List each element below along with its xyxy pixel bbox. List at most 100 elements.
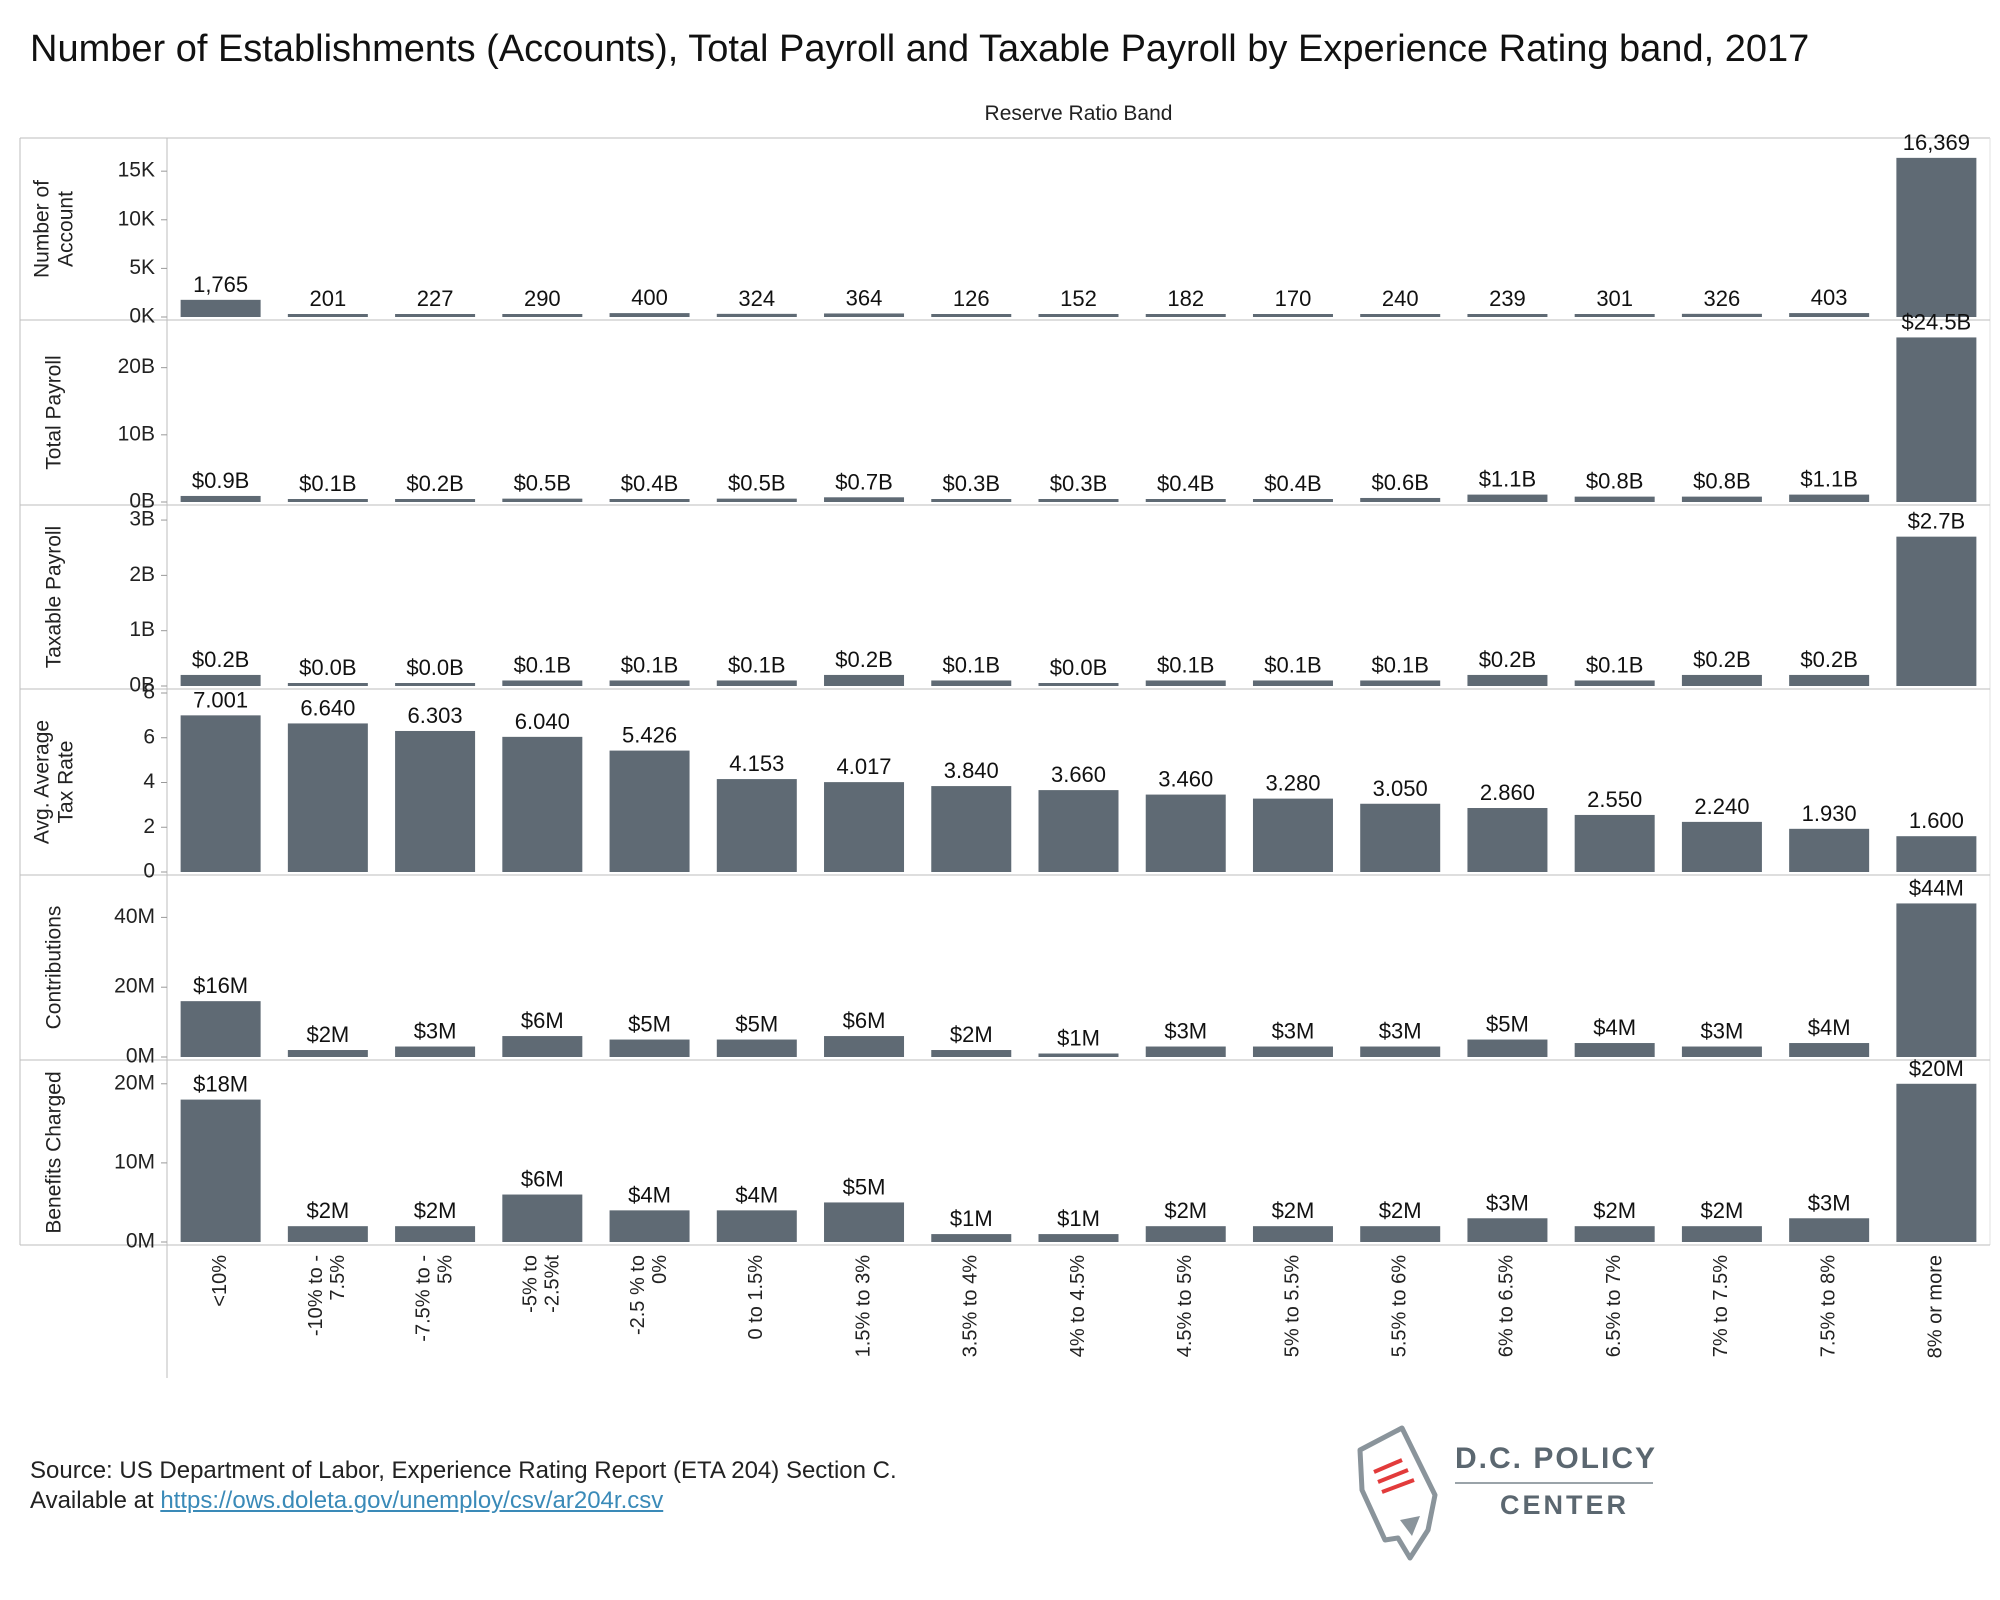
dc-policy-center-logo: D.C. POLICY CENTER	[1340, 1420, 1670, 1570]
data-label: 326	[1704, 286, 1741, 311]
bar	[1145, 680, 1226, 686]
bar	[502, 314, 583, 317]
bar	[824, 782, 905, 872]
data-url-link[interactable]: https://ows.doleta.gov/unemploy/csv/ar20…	[160, 1487, 664, 1514]
bar	[609, 750, 690, 872]
bar	[1467, 494, 1548, 502]
data-label: $2M	[1164, 1198, 1207, 1223]
bar	[1574, 314, 1655, 317]
bar	[287, 723, 368, 872]
y-tick-label: 2B	[129, 563, 155, 586]
bar	[1252, 798, 1333, 872]
bar	[824, 674, 905, 686]
data-label: $5M	[843, 1174, 886, 1199]
y-tick-label: 0	[143, 860, 155, 883]
data-label: 3.660	[1051, 762, 1106, 787]
category-label: 8% or more	[1925, 1255, 1947, 1358]
data-label: $2M	[306, 1022, 349, 1047]
data-label: $2M	[1701, 1198, 1744, 1223]
bar	[1789, 313, 1870, 317]
data-label: $2M	[1272, 1198, 1315, 1223]
bar	[502, 1194, 583, 1242]
y-tick-label: 15K	[118, 159, 155, 182]
bar	[1467, 1039, 1548, 1057]
data-label: $0.8B	[1693, 469, 1751, 494]
y-tick-label: 0B	[129, 490, 155, 513]
data-label: $2M	[414, 1198, 457, 1223]
category-label: -10% to -	[305, 1255, 327, 1336]
data-label: 1,765	[193, 272, 248, 297]
y-tick-label: 10K	[118, 207, 155, 230]
y-tick-label: 0M	[126, 1045, 155, 1068]
bar	[1360, 1046, 1441, 1057]
bar	[716, 313, 797, 317]
data-label: $0.1B	[621, 652, 679, 677]
bar	[931, 786, 1012, 872]
data-label: $0.4B	[621, 471, 679, 496]
data-label: 2.860	[1480, 780, 1535, 805]
y-tick-label: 20B	[118, 355, 155, 378]
data-label: $1M	[1057, 1026, 1100, 1051]
bar	[1789, 1218, 1870, 1242]
bar	[1789, 494, 1870, 502]
bar	[1145, 1046, 1226, 1057]
panel-label: Tax Rate	[55, 741, 78, 824]
bar	[1896, 337, 1977, 502]
data-label: 5.426	[622, 723, 677, 748]
bar	[716, 680, 797, 686]
data-label: 400	[631, 285, 668, 310]
data-label: $6M	[521, 1167, 564, 1192]
bar	[395, 683, 476, 686]
data-label: $3M	[1486, 1190, 1529, 1215]
bar	[1467, 674, 1548, 686]
available-note: Available at https://ows.doleta.gov/unem…	[30, 1487, 663, 1515]
bar	[931, 680, 1012, 686]
bar	[931, 499, 1012, 502]
bar	[609, 680, 690, 686]
bar	[1145, 794, 1226, 872]
bar	[395, 1046, 476, 1057]
bar	[1681, 496, 1762, 502]
bar	[1896, 1083, 1977, 1242]
bar	[502, 680, 583, 686]
bar	[1574, 814, 1655, 872]
category-label: 6.5% to 7%	[1603, 1255, 1625, 1358]
bar	[1360, 314, 1441, 317]
bar	[1360, 803, 1441, 872]
bar	[1038, 683, 1119, 686]
column-header: Reserve Ratio Band	[985, 102, 1173, 125]
category-label: -2.5 % to	[627, 1255, 649, 1335]
bar	[180, 674, 261, 686]
data-label: $0.5B	[728, 471, 786, 496]
bar	[824, 1202, 905, 1242]
bar	[1145, 499, 1226, 502]
data-label: 240	[1382, 286, 1419, 311]
bar	[716, 1210, 797, 1242]
data-label: 3.050	[1373, 776, 1428, 801]
data-label: 2.550	[1587, 787, 1642, 812]
y-tick-label: 6	[143, 725, 155, 748]
data-label: 1.600	[1909, 808, 1964, 833]
bar	[1574, 680, 1655, 686]
bar	[1789, 674, 1870, 686]
data-label: $0.1B	[1264, 652, 1322, 677]
bar	[1252, 499, 1333, 502]
bar	[1360, 497, 1441, 502]
panel-label: Account	[55, 191, 78, 267]
data-label: 6.303	[408, 703, 463, 728]
bar	[1681, 674, 1762, 686]
bar	[824, 497, 905, 502]
data-label: $4M	[1593, 1015, 1636, 1040]
data-label: $1.1B	[1479, 467, 1537, 492]
panel-label: Taxable Payroll	[43, 526, 66, 668]
category-label: -7.5% to -	[412, 1255, 434, 1342]
bar	[1681, 313, 1762, 317]
bar	[931, 1050, 1012, 1057]
data-label: 182	[1167, 286, 1204, 311]
bar	[1038, 499, 1119, 502]
bar	[502, 498, 583, 502]
data-label: $0.2B	[1693, 647, 1751, 672]
bar	[1467, 808, 1548, 872]
data-label: $3M	[414, 1019, 457, 1044]
bar	[287, 499, 368, 502]
